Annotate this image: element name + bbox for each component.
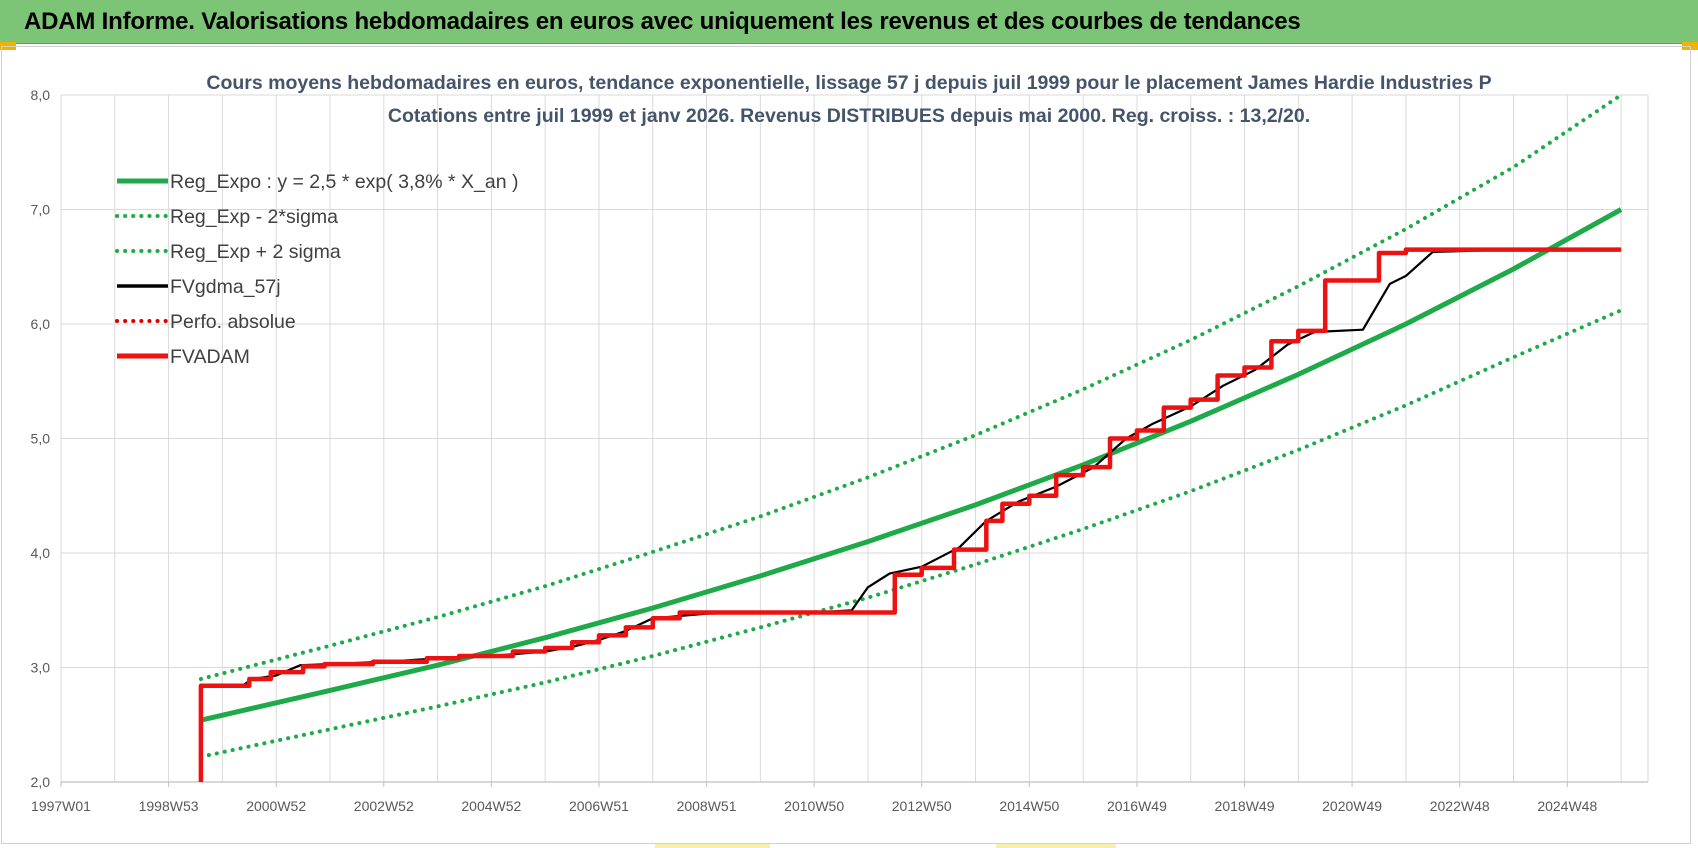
x-tick-label: 2004W52 (461, 798, 521, 814)
y-tick-label: 4,0 (31, 545, 51, 561)
bottom-stripe-right (996, 844, 1116, 848)
x-tick-label: 1998W53 (139, 798, 199, 814)
y-tick-label: 3,0 (31, 660, 51, 676)
x-tick-label: 2012W50 (892, 798, 952, 814)
legend-label-3: FVgdma_57j (170, 276, 281, 298)
y-tick-label: 7,0 (31, 202, 51, 218)
x-tick-label: 2010W50 (784, 798, 844, 814)
axes: 2,0 3,0 4,0 5,0 6,0 7,0 8,0 1997W01 1998W53 2000W… (31, 87, 1648, 814)
bottom-stripe-left (655, 844, 770, 848)
banner-title: ADAM Informe. Valorisations hebdomadaire… (24, 8, 1301, 35)
y-tick-label: 2,0 (31, 774, 51, 790)
series-line-2 (198, 93, 1624, 681)
x-tick-label: 2016W49 (1107, 798, 1167, 814)
chart-frame (1, 46, 1691, 844)
legend-label-0: Reg_Expo : y = 2,5 * exp( 3,8% * X_an ) (170, 171, 519, 193)
x-tick-label: 2018W49 (1215, 798, 1275, 814)
x-tick-label: 2024W48 (1537, 798, 1597, 814)
x-tick-label: 1997W01 (31, 798, 91, 814)
series-line-0 (200, 207, 1623, 723)
x-tick-label: 2000W52 (246, 798, 306, 814)
x-tick-label: 2006W51 (569, 798, 629, 814)
grid (60, 94, 1649, 783)
header-banner: ADAM Informe. Valorisations hebdomadaire… (0, 0, 1698, 44)
chart-subtitle: Cotations entre juil 1999 et janv 2026. … (388, 105, 1310, 127)
x-tick-label: 2020W49 (1322, 798, 1382, 814)
legend-label-5: FVADAM (170, 346, 250, 368)
x-tick-label: 2008W51 (677, 798, 737, 814)
y-tick-label: 6,0 (31, 316, 51, 332)
chart-titles: Cours moyens hebdomadaires en euros, ten… (206, 72, 1491, 127)
legend: Reg_Expo : y = 2,5 * exp( 3,8% * X_an ) R… (115, 171, 519, 368)
y-tick-label: 8,0 (31, 87, 51, 103)
x-tick-label: 2022W48 (1430, 798, 1490, 814)
legend-label-4: Perfo. absolue (170, 311, 296, 333)
y-tick-label: 5,0 (31, 431, 51, 447)
series (198, 93, 1624, 783)
x-tick-label: 2002W52 (354, 798, 414, 814)
legend-label-2: Reg_Exp + 2 sigma (170, 241, 341, 263)
series-line-3 (199, 248, 1622, 783)
x-tick-label: 2014W50 (999, 798, 1059, 814)
chart-title: Cours moyens hebdomadaires en euros, ten… (206, 72, 1491, 94)
series-line-1 (198, 308, 1624, 759)
legend-label-1: Reg_Exp - 2*sigma (170, 206, 338, 228)
series-line-5 (198, 247, 1622, 782)
